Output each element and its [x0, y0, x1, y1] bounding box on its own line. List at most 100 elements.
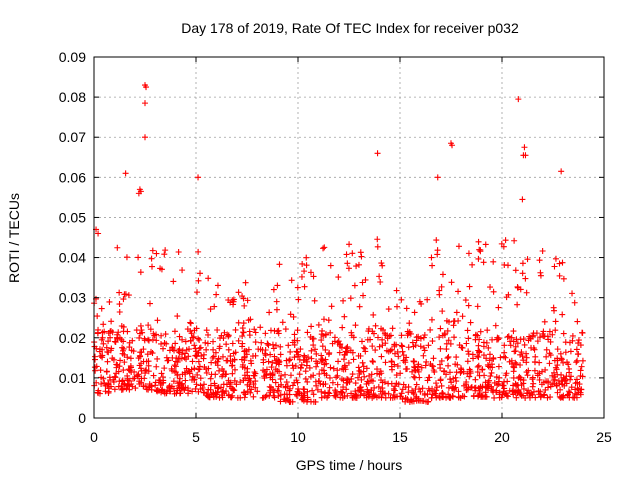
data-point — [137, 365, 144, 372]
data-point — [578, 363, 585, 370]
data-point — [508, 334, 515, 341]
data-point — [270, 392, 277, 399]
data-point — [467, 319, 474, 326]
data-point — [399, 343, 406, 350]
data-point — [126, 366, 133, 373]
y-tick-label: 0.07 — [59, 129, 86, 145]
data-point — [284, 383, 291, 390]
data-point — [523, 369, 530, 376]
data-point — [409, 339, 416, 346]
data-point — [514, 390, 521, 397]
data-point — [549, 331, 556, 338]
data-point — [183, 365, 190, 372]
data-point — [137, 353, 144, 360]
data-point — [476, 246, 483, 253]
data-point — [264, 340, 271, 347]
data-point — [158, 332, 165, 339]
data-point — [129, 337, 136, 344]
data-point — [566, 389, 573, 396]
data-point — [448, 279, 455, 286]
data-point — [273, 298, 280, 305]
data-point — [307, 373, 314, 380]
data-point — [154, 388, 161, 395]
data-point — [490, 288, 497, 295]
data-point — [97, 353, 104, 360]
data-point — [203, 346, 210, 353]
data-point — [545, 379, 552, 386]
data-point — [200, 351, 207, 358]
data-point — [360, 292, 367, 299]
data-point — [377, 278, 384, 285]
data-point — [543, 353, 550, 360]
data-point — [142, 100, 148, 107]
data-point — [348, 329, 355, 336]
data-point — [145, 337, 152, 344]
data-point — [413, 337, 420, 344]
data-point — [568, 384, 575, 391]
data-point — [475, 362, 482, 369]
data-point — [118, 323, 125, 330]
data-point — [299, 396, 306, 403]
data-point — [537, 272, 544, 279]
data-point — [327, 262, 334, 269]
data-point — [575, 337, 582, 344]
data-point — [514, 284, 521, 291]
data-point — [403, 305, 410, 312]
data-point — [252, 352, 259, 359]
data-point — [439, 332, 446, 339]
data-point — [112, 339, 119, 346]
data-point — [378, 260, 385, 267]
data-point — [554, 346, 561, 353]
data-point — [149, 263, 156, 270]
data-point — [503, 370, 510, 377]
data-point — [282, 326, 289, 333]
data-point — [277, 343, 284, 350]
data-point — [485, 363, 492, 370]
data-point — [578, 386, 585, 393]
data-point — [488, 361, 495, 368]
data-point — [343, 379, 350, 386]
data-point — [379, 385, 386, 392]
data-point — [345, 359, 352, 366]
data-point — [189, 388, 196, 395]
data-point — [265, 358, 272, 365]
data-point — [534, 370, 541, 377]
data-point — [524, 256, 531, 263]
data-point — [252, 378, 259, 385]
data-point — [411, 374, 418, 381]
data-point — [318, 352, 325, 359]
data-point — [563, 373, 570, 380]
data-point — [536, 257, 543, 264]
data-point — [452, 361, 459, 368]
data-point — [345, 265, 352, 272]
data-point — [219, 394, 226, 401]
data-point — [222, 371, 229, 378]
data-point — [427, 326, 434, 333]
data-point — [543, 346, 550, 353]
data-point — [346, 378, 353, 385]
data-point — [238, 356, 245, 363]
data-point — [560, 359, 567, 366]
data-point — [515, 96, 522, 103]
data-point — [495, 304, 502, 311]
data-point — [461, 393, 468, 400]
data-point — [153, 363, 160, 370]
data-point — [464, 358, 471, 365]
data-point — [540, 328, 547, 335]
data-point — [556, 260, 563, 267]
data-point — [451, 334, 458, 341]
data-point — [394, 363, 401, 370]
data-point — [400, 381, 407, 388]
data-point — [553, 366, 560, 373]
data-point — [255, 346, 262, 353]
data-point — [252, 370, 259, 377]
data-point — [214, 282, 221, 289]
data-point — [136, 362, 143, 369]
data-point — [480, 352, 487, 359]
data-point — [551, 369, 558, 376]
data-point — [436, 291, 443, 298]
data-point — [119, 344, 126, 351]
data-point — [443, 394, 450, 401]
data-point — [304, 329, 311, 336]
data-point — [242, 347, 249, 354]
